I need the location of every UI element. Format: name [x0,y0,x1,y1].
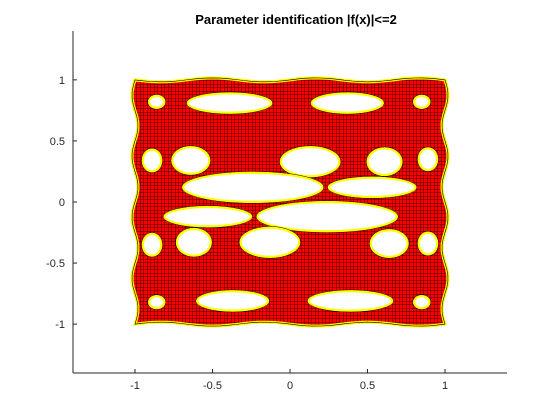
hole-20 [307,289,394,312]
hole-edge-14 [141,232,163,258]
chart-title: Parameter identification |f(x)|<=2 [195,12,397,27]
hole-4 [412,94,431,110]
hole-6 [279,145,341,178]
tick-labels: -1 -0.5 0 0.5 1 1 0.5 0 -0.5 -1 [46,75,448,392]
hole-edge-22 [412,294,432,310]
y-tick-label: 0 [59,197,65,209]
y-tick-label: 1 [59,75,65,87]
y-tick-label: -1 [55,319,65,331]
hole-edge-11 [327,176,418,199]
hole-14 [141,232,163,257]
hole-edge-19 [195,289,270,313]
hole-3 [147,94,166,110]
hole-edge-12 [162,205,253,228]
hole-edge-2 [310,91,385,115]
hole-17 [369,228,410,259]
hole-8 [366,147,403,177]
region-boundary [130,76,450,328]
hole-edge-5 [170,145,211,176]
hole-edge-3 [147,94,166,110]
hole-10 [181,171,324,204]
hole-9 [417,147,439,172]
outer-boundary-edge [131,77,449,327]
hole-edge-15 [175,227,213,258]
hole-22 [412,294,431,310]
hole-11 [327,176,417,199]
hole-edge-9 [417,146,439,172]
hole-21 [147,294,166,310]
x-tick-label: 1 [442,380,448,392]
hole-edge-21 [147,294,166,310]
feasible-region [132,77,448,327]
hole-edge-10 [181,171,325,204]
hole-edge-7 [141,147,163,174]
hole-19 [195,289,270,312]
hole-7 [141,148,163,173]
tick-marks [73,79,446,373]
hole-edge-18 [417,230,439,257]
hole-edge-1 [186,91,273,115]
hole-16 [239,226,301,259]
y-tick-label: -0.5 [46,258,65,270]
hole-edge-17 [369,228,410,259]
hole-18 [417,231,439,256]
x-tick-label: 0.5 [360,380,375,392]
x-tick-label: 0 [287,380,293,392]
hole-15 [175,227,213,257]
hole-edge-20 [307,289,394,313]
hole-edge-16 [238,226,301,259]
hole-2 [310,92,385,115]
hole-edge-4 [412,94,432,110]
hole-12 [163,205,253,228]
x-tick-label: -1 [130,380,140,392]
region-fill [132,77,448,327]
hole-edge-13 [255,200,399,233]
y-tick-label: 0.5 [50,136,65,148]
hole-5 [170,145,211,176]
hole-1 [186,92,273,115]
x-tick-label: -0.5 [203,380,222,392]
hole-13 [256,200,399,233]
